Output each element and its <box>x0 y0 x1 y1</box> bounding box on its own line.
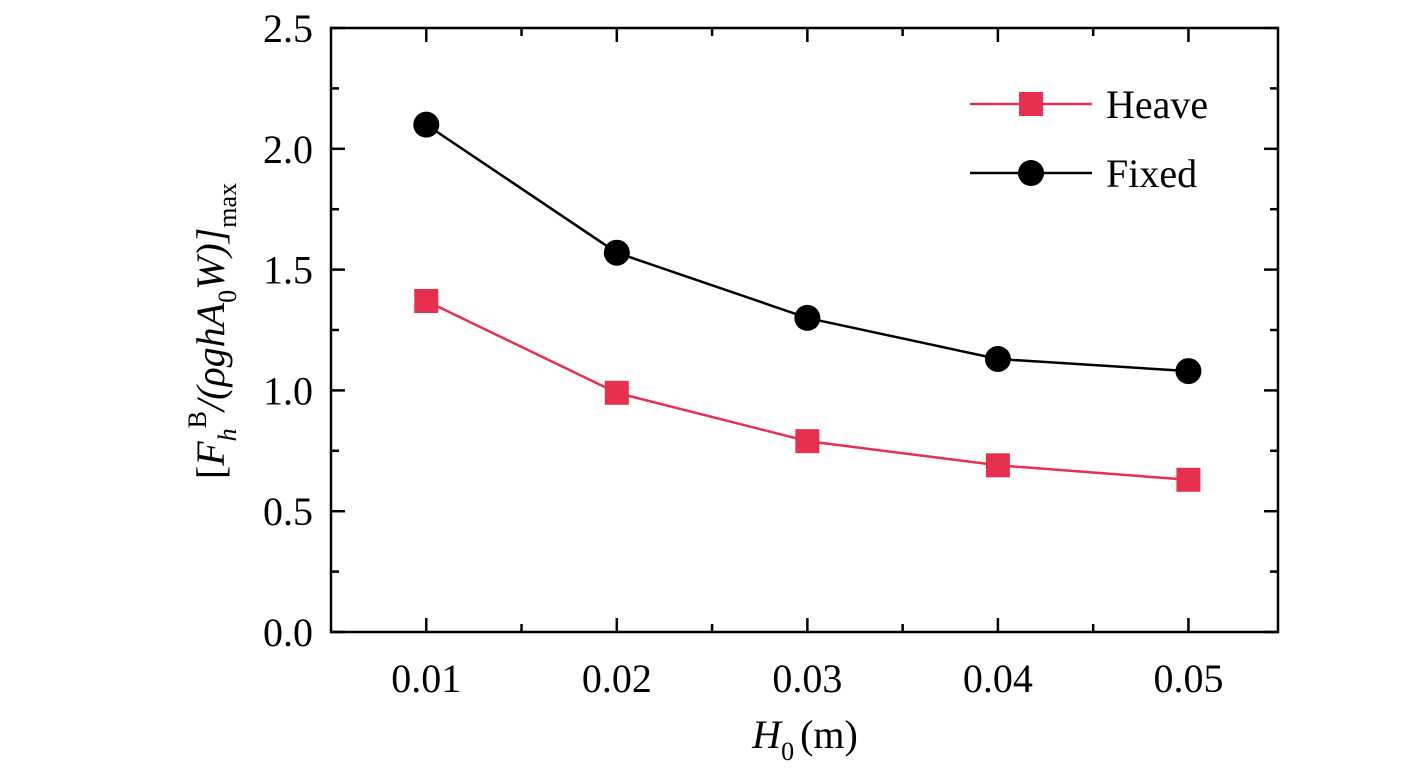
fixed-data-point <box>413 111 440 138</box>
fixed-series-line <box>425 123 1189 373</box>
legend-heave-marker <box>1019 92 1043 116</box>
fixed-data-point <box>984 345 1011 372</box>
y-axis-title-subscript: h <box>213 428 242 441</box>
x-axis-title: H0 (m) <box>751 712 858 766</box>
y-tick-label: 0.0 <box>263 610 313 655</box>
legend-fixed-marker <box>1018 160 1044 186</box>
y-axis: 0.0 0.5 1.0 1.5 2.0 2.5 <box>263 6 1278 655</box>
y-axis-title-tail-subscript: max <box>213 183 242 228</box>
y-axis-title-mid: /(ρghA <box>188 302 233 413</box>
legend: Heave Fixed <box>970 82 1208 196</box>
x-tick-label: 0.04 <box>963 656 1033 701</box>
y-axis-title-symbol: F <box>188 441 233 467</box>
heave-data-point <box>795 429 820 454</box>
y-tick-label: 0.5 <box>263 489 313 534</box>
x-axis-title-symbol: H <box>751 712 783 757</box>
legend-heave-label: Heave <box>1106 82 1208 127</box>
x-tick-label: 0.03 <box>772 656 842 701</box>
y-axis-title-tail: W)] <box>188 228 233 290</box>
x-axis-title-subscript: 0 <box>781 737 794 766</box>
y-axis-title-open: [ <box>188 466 233 479</box>
y-tick-label: 1.0 <box>263 368 313 413</box>
x-tick-label: 0.01 <box>391 656 461 701</box>
series-layer <box>413 111 1202 492</box>
x-axis: 0.01 0.02 0.03 0.04 0.05 <box>391 28 1223 701</box>
y-axis-title-superscript: B <box>183 411 212 428</box>
y-tick-label: 1.5 <box>263 248 313 293</box>
y-tick-label: 2.0 <box>263 127 313 172</box>
fixed-data-point <box>603 239 630 266</box>
x-axis-title-unit: (m) <box>800 712 858 757</box>
y-tick-label: 2.5 <box>263 6 313 51</box>
heave-data-point <box>985 453 1010 478</box>
y-axis-title-mid-subscript: 0 <box>213 290 242 303</box>
heave-data-point <box>414 289 439 314</box>
heave-data-point <box>604 380 629 405</box>
x-tick-label: 0.02 <box>582 656 652 701</box>
fixed-data-point <box>794 304 821 331</box>
y-axis-title: [FhB/(ρghA0W)]max <box>183 183 242 479</box>
legend-fixed-label: Fixed <box>1106 151 1197 196</box>
fixed-data-point <box>1175 358 1202 385</box>
heave-data-point <box>1176 467 1201 492</box>
x-tick-label: 0.05 <box>1153 656 1223 701</box>
